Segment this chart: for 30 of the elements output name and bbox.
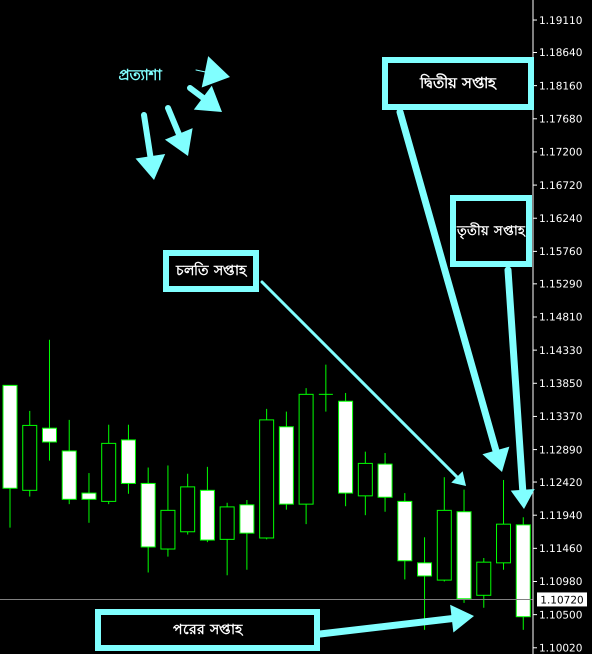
y-tick-label: 1.19110 [539, 14, 582, 27]
candlestick [81, 472, 96, 524]
annotation: পরের সপ্তাহ [173, 621, 242, 640]
y-tick-label: 1.18640 [539, 47, 582, 60]
y-tick-label: 1.17680 [539, 114, 582, 126]
y-tick-label: 1.11460 [539, 543, 582, 556]
y-tick-label: 1.13850 [539, 378, 582, 390]
y-tick-label: 1.12420 [539, 476, 582, 489]
y-tick-label: 1.16720 [539, 180, 582, 192]
candlestick [42, 339, 57, 462]
y-tick-label: 1.13370 [539, 411, 582, 424]
y-tick-label: 1.18160 [539, 80, 582, 92]
annotation: দ্বিতীয় সপ্তাহ [420, 72, 496, 94]
y-tick-label: 1.10980 [539, 576, 582, 588]
y-tick-label: 1.15760 [539, 246, 582, 258]
y-tick-label: 1.14810 [539, 312, 582, 324]
annotation: চলতি সপ্তাহ [176, 260, 246, 281]
y-tick-label: 1.15290 [539, 278, 582, 291]
candlestick [318, 364, 334, 412]
y-tick-label: 1.12890 [539, 444, 582, 456]
ref-line-label: 1.10720 [540, 594, 584, 606]
annotation: তৃতীয় সপ্তাহ [457, 221, 525, 242]
candlestick [417, 536, 432, 630]
annotation: প্রত্যাশা [118, 64, 162, 86]
y-tick-label: 1.16240 [539, 212, 582, 225]
y-tick-label: 1.11940 [539, 510, 582, 522]
y-tick-label: 1.10500 [539, 609, 582, 622]
y-tick-label: 1.10020 [539, 642, 582, 654]
y-tick-label: 1.17200 [539, 146, 582, 159]
y-tick-label: 1.14330 [539, 344, 582, 357]
